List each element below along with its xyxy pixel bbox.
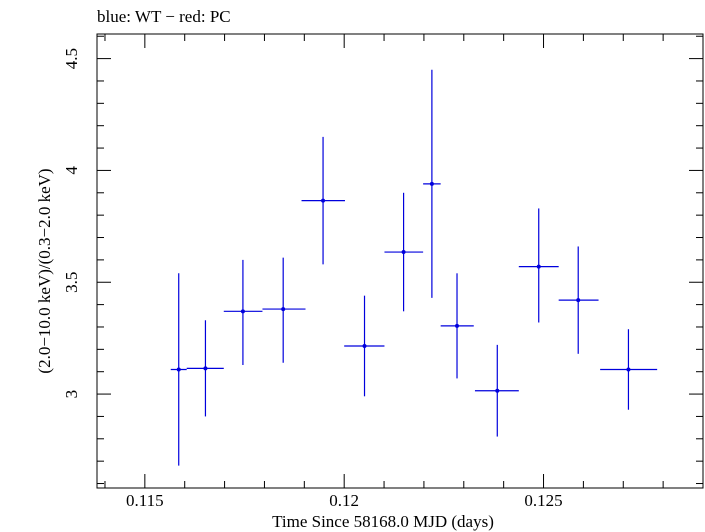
point-marker xyxy=(626,367,631,372)
point-marker xyxy=(240,309,245,314)
data-point xyxy=(170,273,187,466)
point-marker xyxy=(429,181,434,186)
chart-title: blue: WT − red: PC xyxy=(97,7,231,26)
y-tick-label: 3 xyxy=(62,390,81,399)
data-point xyxy=(518,208,559,323)
data-point xyxy=(384,192,424,312)
point-marker xyxy=(455,323,460,328)
data-point xyxy=(600,329,658,410)
x-axis-ticks: 0.115 0.12 0.125 xyxy=(104,34,664,510)
data-point xyxy=(301,136,345,265)
y-tick-label: 4 xyxy=(62,166,81,175)
y-tick-label: 4.5 xyxy=(62,48,81,69)
y-axis-ticks: 3 3.5 4 4.5 xyxy=(62,35,703,485)
data-point xyxy=(186,320,224,417)
point-marker xyxy=(281,307,286,312)
plot-frame xyxy=(96,33,704,489)
x-tick-label: 0.115 xyxy=(126,491,164,510)
point-marker xyxy=(536,264,541,269)
data-point xyxy=(474,344,519,437)
y-tick-label: 3.5 xyxy=(62,272,81,293)
point-marker xyxy=(203,366,208,371)
point-marker xyxy=(362,343,367,348)
point-marker xyxy=(176,367,181,372)
data-point xyxy=(440,273,474,379)
point-marker xyxy=(576,298,581,303)
point-marker xyxy=(401,250,406,255)
point-marker xyxy=(321,198,326,203)
data-point xyxy=(344,295,385,397)
x-axis-title: Time Since 58168.0 MJD (days) xyxy=(272,512,494,531)
data-point xyxy=(558,246,599,354)
data-point xyxy=(423,69,441,298)
point-marker xyxy=(495,388,500,393)
data-points xyxy=(170,69,658,466)
x-tick-label: 0.125 xyxy=(524,491,562,510)
data-point xyxy=(223,259,263,365)
data-point xyxy=(262,257,306,363)
y-axis-title: (2.0−10.0 keV)/(0.3−2.0 keV) xyxy=(35,168,54,373)
x-tick-label: 0.12 xyxy=(329,491,359,510)
